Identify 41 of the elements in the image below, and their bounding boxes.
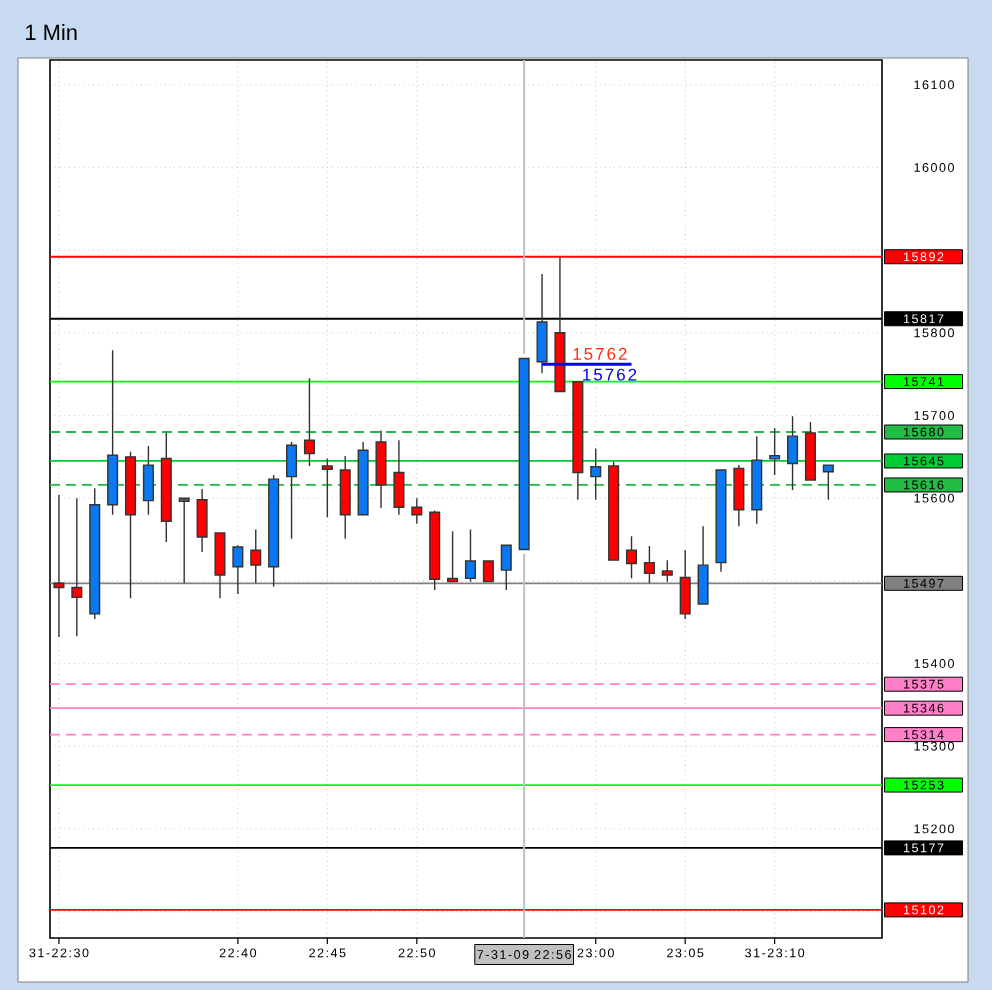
candlestick xyxy=(268,474,280,588)
candlestick xyxy=(232,544,244,595)
chart-title: 1 Min xyxy=(26,24,77,40)
candlestick xyxy=(53,494,65,638)
candlestick xyxy=(411,497,423,525)
candlestick xyxy=(214,532,226,599)
candlestick xyxy=(661,559,673,583)
candlestick xyxy=(733,464,745,527)
candlestick xyxy=(625,535,638,580)
candlestick xyxy=(572,380,584,501)
candlestick xyxy=(142,445,154,516)
candlestick xyxy=(375,429,387,509)
candlestick xyxy=(787,415,799,491)
candlestick xyxy=(250,528,262,585)
candlestick xyxy=(518,357,530,551)
annotation: 15762 xyxy=(573,347,627,360)
candlestick xyxy=(429,509,441,591)
candlestick xyxy=(482,560,494,583)
candlestick xyxy=(822,464,834,501)
candlestick xyxy=(339,455,351,540)
candlestick xyxy=(608,461,620,561)
series-label: 15762 xyxy=(583,368,637,381)
candlestick xyxy=(536,273,548,375)
candlestick xyxy=(751,435,763,525)
candlestick xyxy=(500,544,512,591)
candlestick xyxy=(124,451,137,599)
candlestick xyxy=(107,349,119,516)
candlestick xyxy=(643,545,655,585)
candlestick xyxy=(804,421,816,481)
candlestick xyxy=(286,441,298,540)
candlestick xyxy=(715,469,727,573)
candlestick xyxy=(89,487,101,620)
candlestick xyxy=(679,549,691,620)
candlestick xyxy=(697,525,709,605)
candlestick xyxy=(196,488,208,553)
candlestick xyxy=(393,439,405,516)
candlestick xyxy=(160,432,172,543)
candlestick xyxy=(357,441,369,516)
candlestick xyxy=(71,497,83,637)
candlestick xyxy=(464,528,477,583)
candlestick xyxy=(178,497,190,585)
